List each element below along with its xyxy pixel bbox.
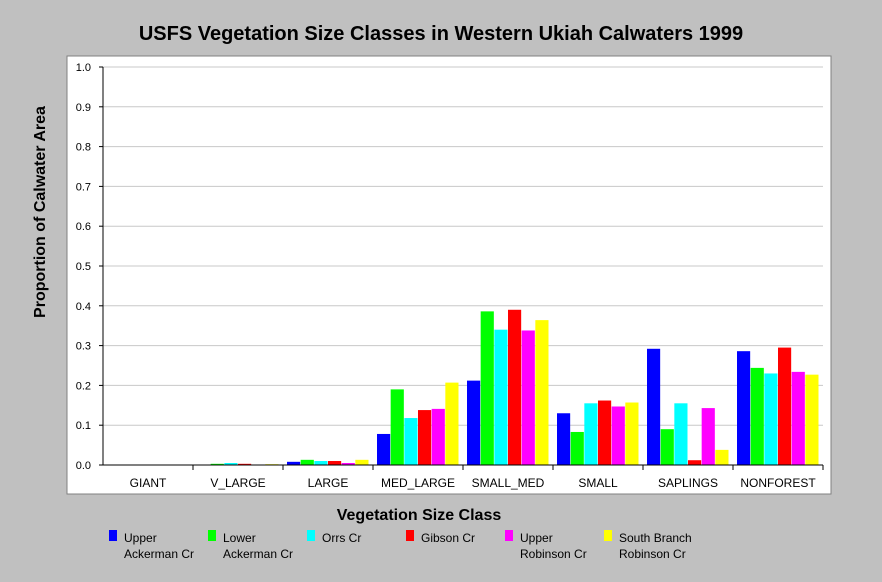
y-tick-label: 0.5 bbox=[76, 261, 91, 273]
bar bbox=[287, 461, 301, 465]
x-tick-label: SMALL bbox=[578, 476, 618, 490]
bar bbox=[764, 373, 778, 465]
legend-swatch bbox=[307, 530, 315, 541]
bar bbox=[805, 374, 819, 465]
bar bbox=[535, 320, 549, 465]
legend-label: Upper Robinson Cr bbox=[520, 531, 587, 561]
y-tick-label: 0.7 bbox=[76, 181, 91, 193]
bar bbox=[377, 433, 391, 465]
bar bbox=[715, 449, 729, 465]
legend-swatch bbox=[505, 530, 513, 541]
y-tick-label: 1.0 bbox=[76, 62, 91, 74]
legend: Upper Ackerman Cr Lower Ackerman Cr Orrs C… bbox=[106, 528, 826, 568]
bar bbox=[494, 329, 508, 465]
bar bbox=[701, 408, 715, 465]
bar bbox=[598, 400, 612, 465]
legend-label: Gibson Cr bbox=[421, 531, 476, 545]
legend-item: Upper Robinson Cr bbox=[502, 528, 612, 564]
bar bbox=[224, 463, 238, 465]
y-tick-label: 0.1 bbox=[76, 420, 91, 432]
legend-swatch bbox=[208, 530, 216, 541]
bar bbox=[570, 431, 584, 465]
x-tick-label: SMALL_MED bbox=[472, 476, 545, 490]
y-tick-label: 0.8 bbox=[76, 142, 91, 154]
bar bbox=[480, 311, 494, 465]
bar bbox=[445, 382, 459, 465]
bar bbox=[584, 403, 598, 465]
y-tick-label: 0.0 bbox=[76, 460, 91, 472]
bar bbox=[404, 418, 418, 465]
bars bbox=[210, 309, 819, 465]
chart-title: USFS Vegetation Size Classes in Western … bbox=[139, 23, 743, 45]
legend-swatch bbox=[604, 530, 612, 541]
bar bbox=[791, 371, 805, 465]
bar bbox=[418, 410, 432, 465]
bar bbox=[467, 380, 481, 465]
x-tick-label: LARGE bbox=[308, 476, 349, 490]
bar bbox=[210, 463, 224, 465]
x-tick-label: GIANT bbox=[130, 476, 167, 490]
legend-label: Lower Ackerman Cr bbox=[223, 531, 294, 561]
bar bbox=[750, 367, 764, 465]
x-tick-label: V_LARGE bbox=[210, 476, 265, 490]
bar bbox=[688, 460, 702, 465]
y-axis-title: Proportion of Calwater Area bbox=[32, 106, 49, 318]
legend-swatch bbox=[109, 530, 117, 541]
bar bbox=[660, 429, 674, 465]
bar bbox=[300, 459, 314, 465]
y-tick-label: 0.6 bbox=[76, 221, 91, 233]
bar bbox=[508, 309, 522, 465]
legend-item: Lower Ackerman Cr bbox=[205, 528, 315, 564]
bar bbox=[390, 389, 404, 465]
bar bbox=[737, 351, 751, 465]
y-tick-label: 0.2 bbox=[76, 380, 91, 392]
bar bbox=[557, 413, 571, 465]
legend-swatch bbox=[406, 530, 414, 541]
legend-item: Upper Ackerman Cr bbox=[106, 528, 216, 564]
bar bbox=[328, 461, 342, 465]
x-axis-title: Vegetation Size Class bbox=[337, 507, 502, 524]
legend-label: Upper Ackerman Cr bbox=[124, 531, 195, 561]
bar bbox=[674, 403, 688, 465]
legend-item: Orrs Cr bbox=[304, 528, 414, 564]
bar bbox=[647, 348, 661, 465]
x-tick-label: MED_LARGE bbox=[381, 476, 455, 490]
bar bbox=[521, 330, 535, 465]
bar bbox=[611, 406, 625, 465]
bar bbox=[778, 347, 792, 465]
axes: 0.0 0.1 0.2 0.3 0.4 0.5 0.6 0.7 0.8 0.9 1.0 GIANT V_… bbox=[76, 62, 824, 490]
legend-item: Gibson Cr bbox=[403, 528, 513, 564]
y-tick-label: 0.4 bbox=[76, 301, 91, 313]
bar bbox=[238, 463, 252, 465]
legend-label: Orrs Cr bbox=[322, 531, 362, 545]
bar bbox=[625, 402, 639, 465]
bar bbox=[431, 408, 445, 465]
y-tick-label: 0.3 bbox=[76, 341, 91, 353]
x-tick-label: NONFOREST bbox=[740, 476, 816, 490]
bar bbox=[341, 463, 355, 465]
legend-label: South Branch Robinson Cr bbox=[619, 531, 692, 561]
bar bbox=[355, 459, 369, 465]
y-tick-label: 0.9 bbox=[76, 102, 91, 114]
x-tick-label: SAPLINGS bbox=[658, 476, 718, 490]
legend-item: South Branch Robinson Cr bbox=[601, 528, 711, 564]
bar bbox=[314, 461, 328, 465]
